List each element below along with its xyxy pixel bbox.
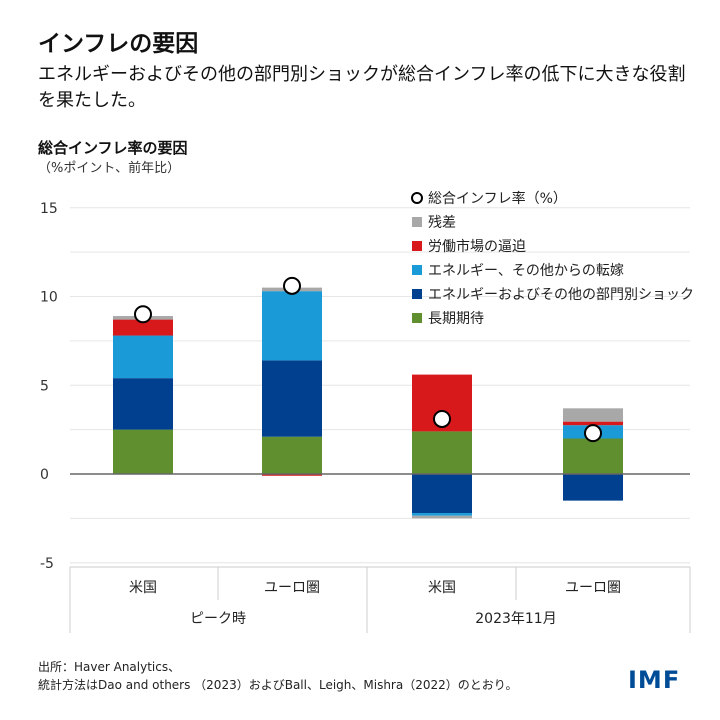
legend-label: 長期期待: [428, 311, 484, 327]
x-tick-label: 米国: [428, 580, 456, 596]
bar-segment: [113, 378, 173, 430]
source-line: 出所：Haver Analytics、: [38, 660, 181, 674]
legend-swatch: [412, 289, 422, 299]
bar-segment: [262, 474, 322, 476]
legend-swatch: [412, 217, 422, 227]
x-group-label: 2023年11月: [475, 611, 556, 627]
bar-segment: [262, 436, 322, 474]
source-note: 出所：Haver Analytics、 統計方法はDao and others …: [38, 658, 518, 694]
bar-segment: [412, 515, 472, 519]
bar-segment: [563, 474, 623, 501]
page-subtitle: エネルギーおよびその他の部門別ショックが総合インフレ率の低下に大きな役割を果たし…: [38, 64, 686, 111]
bar-segment: [412, 474, 472, 514]
imf-logo: IMF: [628, 666, 681, 694]
legend-swatch: [412, 265, 422, 275]
y-tick-label: 15: [40, 201, 58, 217]
x-group-label: ピーク時: [190, 611, 246, 627]
y-axis-label: （%ポイント、前年比）: [38, 161, 181, 176]
headline-marker: [433, 409, 451, 428]
y-tick-label: -5: [40, 556, 54, 572]
bar-segment: [113, 429, 173, 474]
legend-swatch: [412, 241, 422, 251]
bar-segment: [563, 438, 623, 474]
chart-title: 総合インフレ率の要因: [38, 139, 188, 157]
legend-swatch: [412, 313, 422, 323]
source-line: 統計方法はDao and others （2023）およびBall、Leigh、…: [38, 678, 518, 692]
bar-segment: [262, 360, 322, 437]
bar-segment: [563, 408, 623, 422]
x-tick-label: ユーロ圏: [565, 580, 621, 596]
bar-segment: [563, 421, 623, 426]
legend-label: 総合インフレ率（%）: [428, 190, 567, 207]
y-tick-label: 0: [40, 467, 49, 483]
bar-segment: [412, 513, 472, 516]
y-tick-label: 10: [40, 290, 58, 306]
headline-marker: [283, 276, 301, 295]
headline-marker: [584, 424, 602, 443]
y-tick-label: 5: [40, 378, 49, 394]
bar-segment: [262, 291, 322, 361]
page-title: インフレの要因: [38, 31, 199, 57]
bar-segment: [412, 431, 472, 474]
headline-marker: [134, 305, 152, 324]
x-tick-label: ユーロ圏: [264, 580, 320, 596]
x-tick-label: 米国: [129, 580, 157, 596]
legend-marker: [411, 192, 423, 204]
legend-label: エネルギーおよびその他の部門別ショック: [428, 287, 694, 303]
legend-label: 労働市場の逼迫: [428, 238, 526, 255]
legend-label: エネルギー、その他からの転嫁: [428, 263, 624, 279]
legend-label: 残差: [428, 215, 456, 231]
bar-segment: [113, 319, 173, 336]
bar-segment: [113, 335, 173, 379]
